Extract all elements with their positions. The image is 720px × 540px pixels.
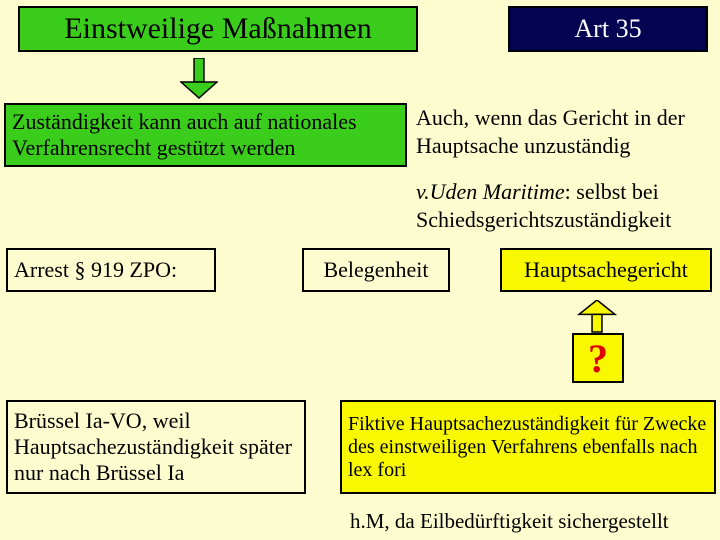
bruessel-box: Brüssel Ia-VO, weil Hauptsachezuständigk… xyxy=(6,400,306,494)
arrow-down-icon xyxy=(180,58,218,104)
title-text: Einstweilige Maßnahmen xyxy=(64,12,371,46)
belegenheit-text: Belegenheit xyxy=(323,257,428,283)
belegenheit-box: Belegenheit xyxy=(302,248,450,292)
hauptsachegericht-box: Hauptsachegericht xyxy=(500,248,712,292)
bruessel-text: Brüssel Ia-VO, weil Hauptsachezuständigk… xyxy=(14,408,298,486)
art-35-text: Art 35 xyxy=(574,14,641,44)
fiktive-text: Fiktive Hauptsachezuständigkeit für Zwec… xyxy=(348,413,708,482)
auch-text-content: Auch, wenn das Gericht in der Hauptsache… xyxy=(416,105,685,158)
question-box: ? xyxy=(572,333,624,383)
zustaendigkeit-text: Zuständigkeit kann auch auf nationales V… xyxy=(12,109,399,161)
zustaendigkeit-box: Zuständigkeit kann auch auf nationales V… xyxy=(4,103,407,167)
question-text: ? xyxy=(588,335,608,382)
hm-text-content: h.M, da Eilbedürftigkeit sichergestellt xyxy=(350,509,669,533)
fiktive-box: Fiktive Hauptsachezuständigkeit für Zwec… xyxy=(340,400,716,494)
auch-text: Auch, wenn das Gericht in der Hauptsache… xyxy=(416,104,716,159)
arrest-box: Arrest § 919 ZPO: xyxy=(6,248,216,292)
vuden-text: v.Uden Maritime: selbst bei Schiedsgeric… xyxy=(416,178,720,233)
title-box: Einstweilige Maßnahmen xyxy=(18,6,418,52)
hauptsachegericht-text: Hauptsachegericht xyxy=(524,257,688,283)
hm-text: h.M, da Eilbedürftigkeit sichergestellt xyxy=(350,508,720,534)
arrest-text: Arrest § 919 ZPO: xyxy=(14,257,177,283)
vuden-prefix: v.Uden Maritime xyxy=(416,179,565,204)
art-35-box: Art 35 xyxy=(508,6,708,52)
